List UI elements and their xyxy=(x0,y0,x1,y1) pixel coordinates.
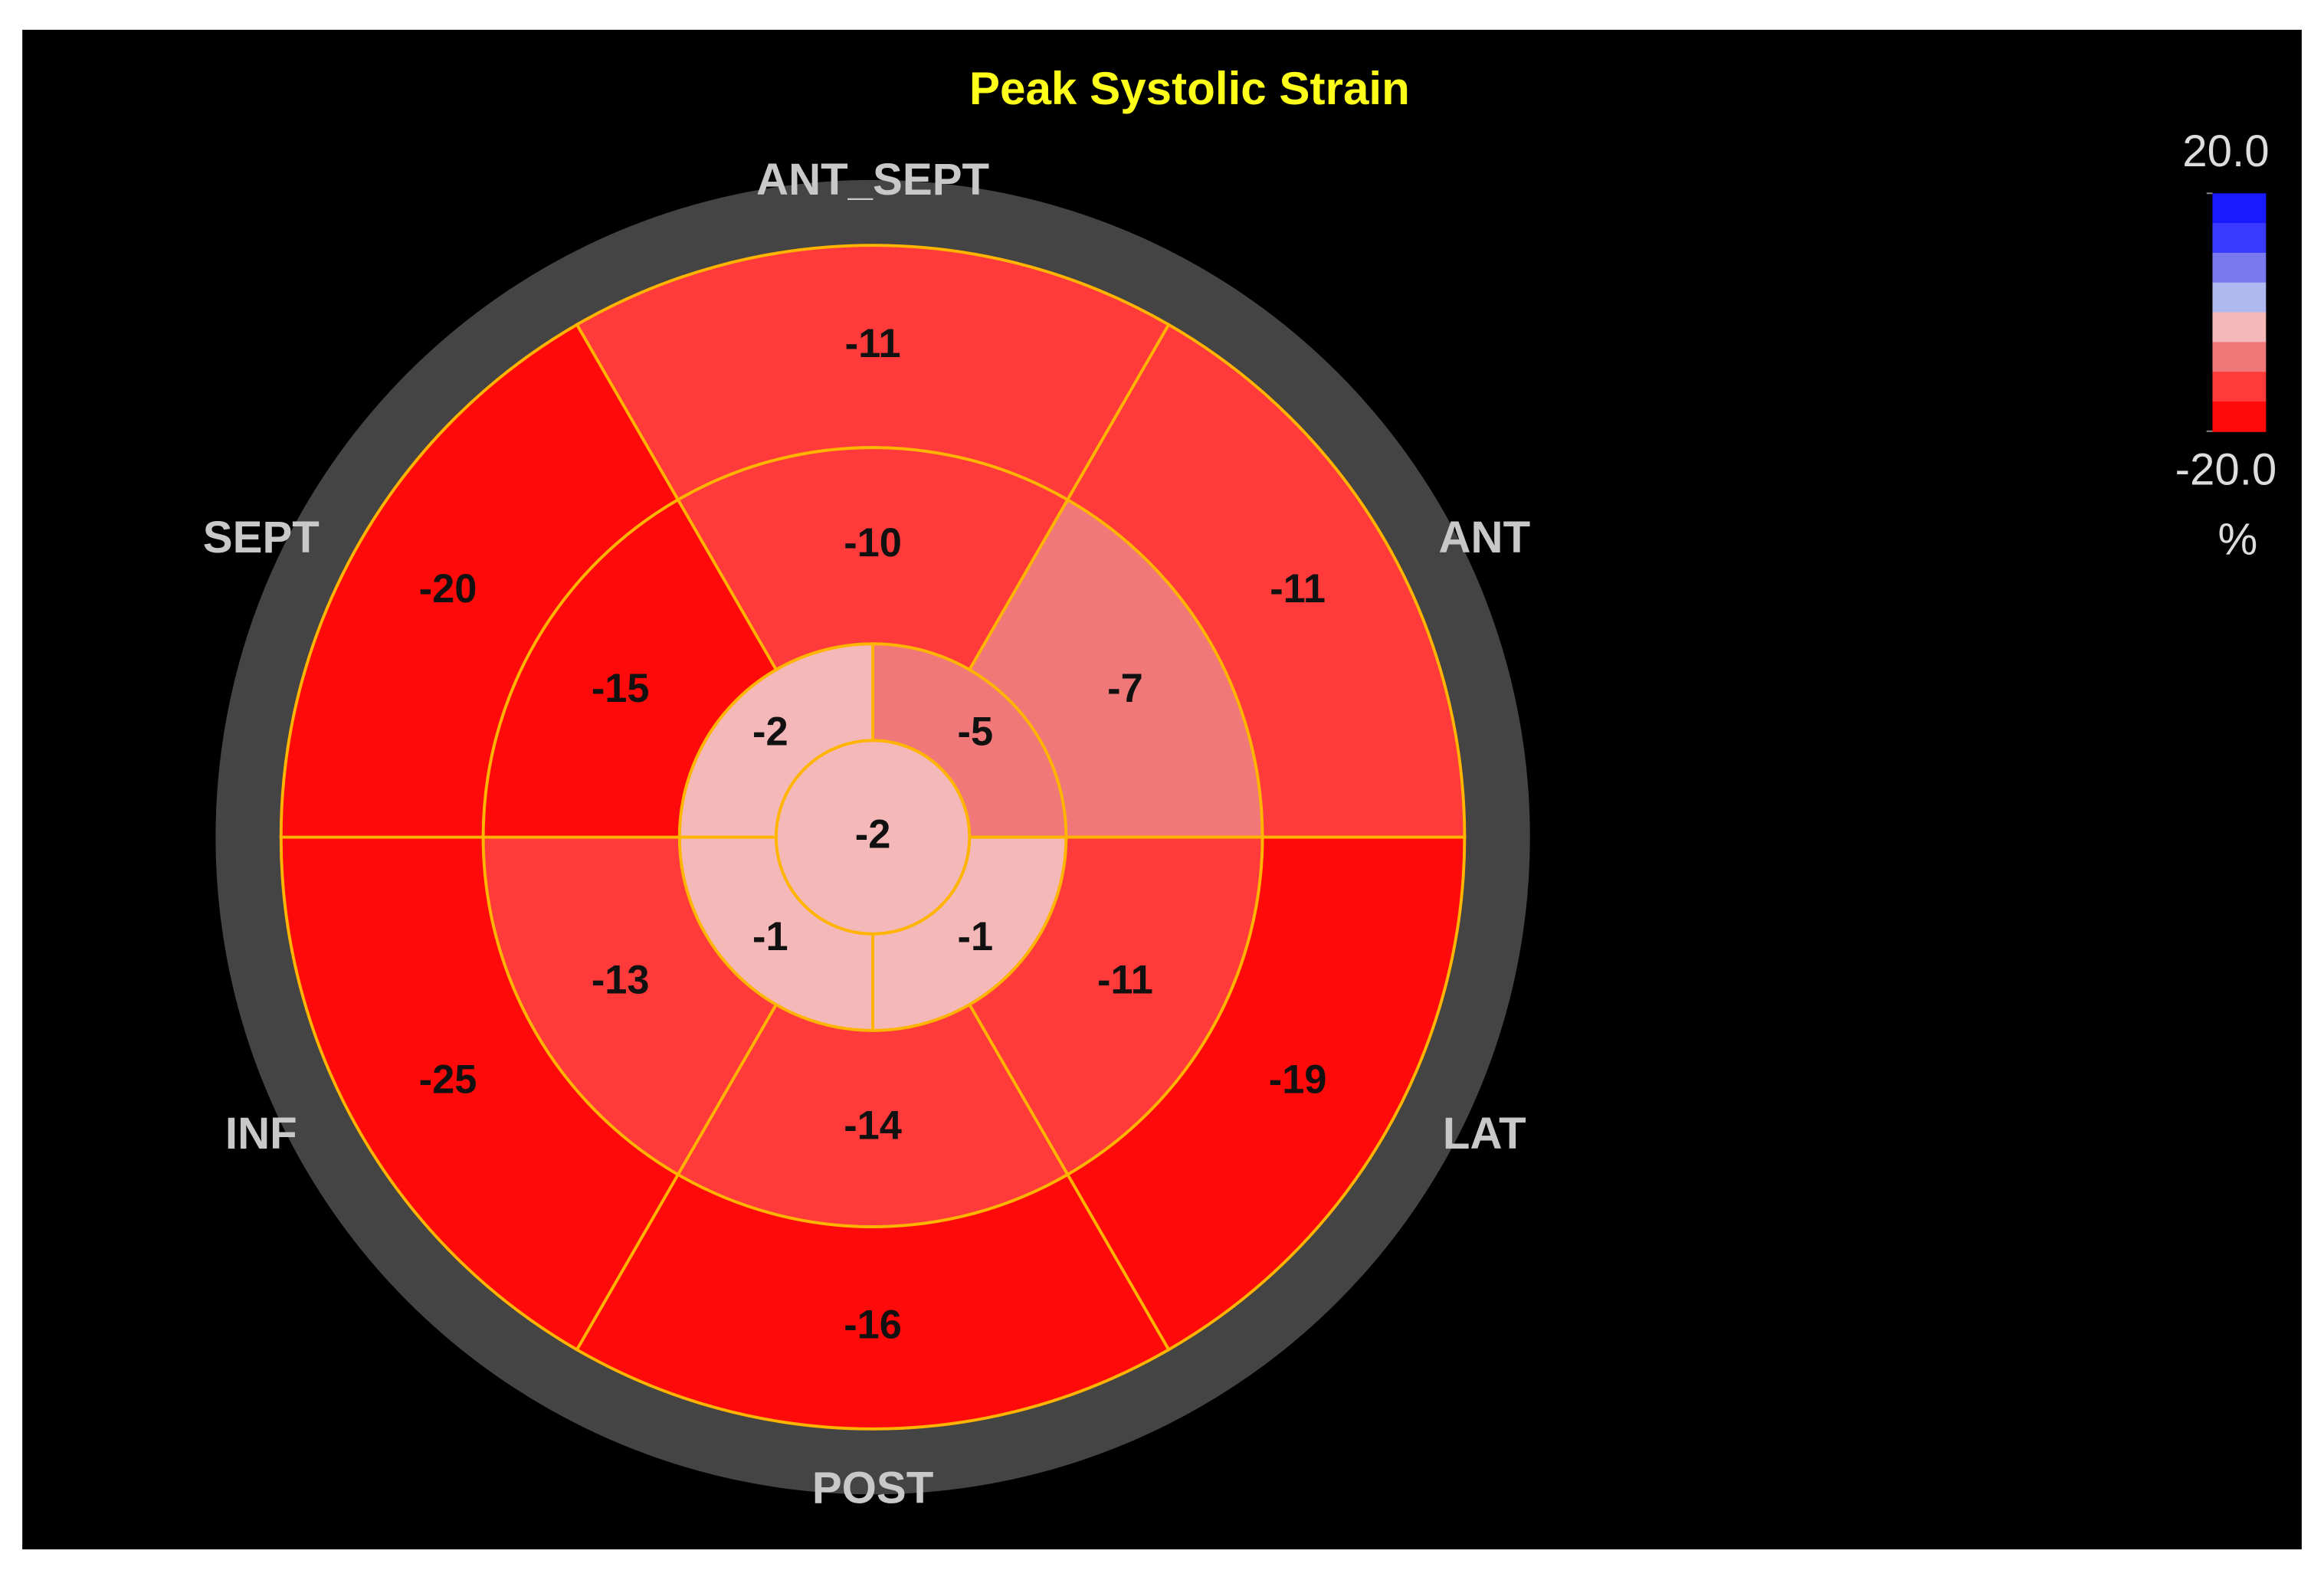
segment-value: -16 xyxy=(844,1303,902,1348)
colorbar-cell xyxy=(2212,312,2267,343)
segment-value: -14 xyxy=(844,1104,902,1149)
outer-ring xyxy=(215,179,1530,1495)
colorbar-cell xyxy=(2212,223,2267,254)
segment-value: -7 xyxy=(1107,667,1143,711)
colorbar-tick-label: -20.0 xyxy=(2175,444,2277,494)
segment-value: -11 xyxy=(845,322,901,366)
segment-value: -11 xyxy=(1097,959,1153,1003)
segment-label: SEPT xyxy=(203,513,320,562)
segment-value: -19 xyxy=(1269,1058,1327,1103)
segment-value: -2 xyxy=(752,710,788,755)
segment-value: -5 xyxy=(958,710,994,755)
apex-value: -2 xyxy=(855,812,891,857)
colorbar-tick-label: 20.0 xyxy=(2182,126,2269,176)
colorbar-cell xyxy=(2212,282,2267,313)
colorbar-cell xyxy=(2212,252,2267,284)
segment-value: -1 xyxy=(958,915,994,959)
segment-value: -1 xyxy=(752,915,788,959)
colorbar-cell xyxy=(2212,372,2267,402)
segment-label: ANT xyxy=(1439,513,1531,562)
colorbar-cell xyxy=(2212,342,2267,373)
colorbar-cell xyxy=(2212,401,2267,432)
segment-value: -13 xyxy=(592,959,650,1003)
segment-label: LAT xyxy=(1443,1109,1526,1159)
segment-value: -20 xyxy=(419,567,477,611)
segment-value: -15 xyxy=(592,667,650,711)
segment-label: POST xyxy=(812,1464,933,1513)
segment-value: -10 xyxy=(844,521,902,565)
segment-label: ANT_SEPT xyxy=(756,155,989,205)
chart-title: Peak Systolic Strain xyxy=(969,63,1410,114)
segment-value: -25 xyxy=(419,1058,477,1103)
colorbar-label: % xyxy=(2218,515,2258,565)
colorbar-cell xyxy=(2212,193,2267,225)
segment-value: -11 xyxy=(1270,567,1326,611)
segment-label: INF xyxy=(225,1109,297,1159)
apex-segment xyxy=(774,739,972,936)
